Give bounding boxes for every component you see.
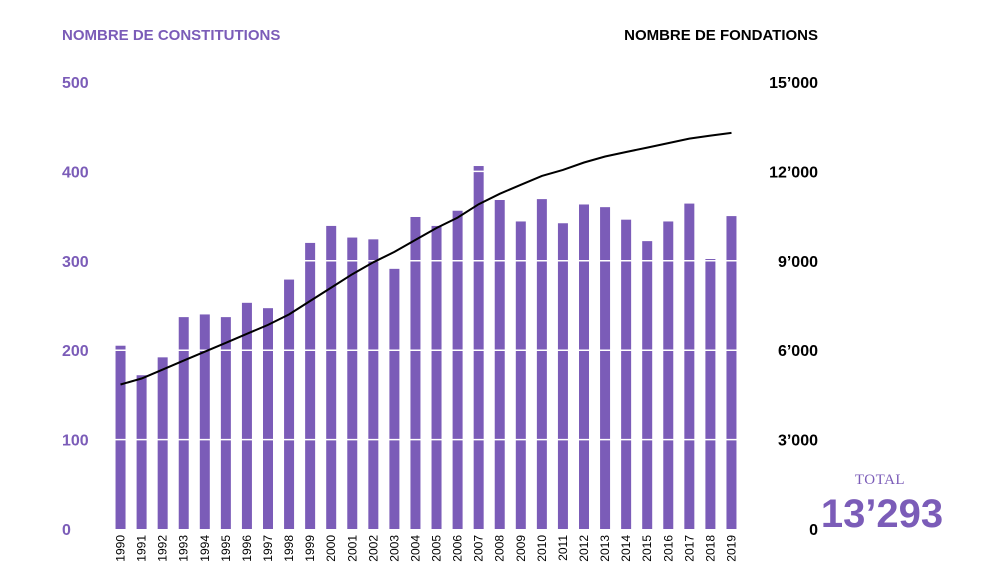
bar-2002 [368, 239, 379, 529]
x-tick-2011: 2011 [556, 535, 570, 561]
total-value: 13’293 [820, 492, 944, 536]
bar-1996 [241, 302, 252, 529]
x-tick-1996: 1996 [240, 535, 254, 562]
x-tick-2007: 2007 [472, 535, 486, 562]
x-tick-2013: 2013 [598, 535, 612, 562]
x-tick-2005: 2005 [430, 535, 444, 562]
bar-2010 [536, 199, 547, 529]
bar-1991 [136, 375, 147, 529]
right-tick-3’000: 3’000 [778, 433, 818, 450]
fondations-line [120, 131, 732, 386]
bar-2019 [726, 216, 737, 529]
x-tick-2003: 2003 [387, 535, 401, 562]
bar-2001 [347, 237, 358, 529]
bar-2016 [663, 221, 674, 530]
right-tick-0: 0 [809, 522, 818, 539]
bar-2003 [389, 268, 400, 529]
bar-1992 [157, 357, 168, 529]
x-tick-2001: 2001 [345, 535, 359, 562]
left-tick-300: 300 [62, 254, 89, 271]
x-axis-ticks: 1990 1991 1992 1993 1994 1995 1996 1997 1998 1999… [114, 535, 739, 562]
x-tick-2018: 2018 [703, 535, 717, 562]
bar-2017 [684, 203, 695, 530]
right-tick-9’000: 9’000 [778, 254, 818, 271]
x-tick-2017: 2017 [682, 535, 696, 562]
total-label: TOTAL [854, 472, 906, 488]
bar-2000 [326, 225, 337, 529]
right-tick-6’000: 6’000 [778, 343, 818, 360]
right-tick-12’000: 12’000 [769, 164, 818, 181]
left-tick-400: 400 [62, 164, 89, 181]
x-tick-2004: 2004 [409, 535, 423, 562]
bar-2009 [515, 221, 526, 530]
x-tick-2015: 2015 [640, 535, 654, 562]
x-tick-1991: 1991 [135, 535, 149, 562]
bar-1993 [178, 317, 189, 529]
bar-2008 [494, 200, 505, 529]
x-tick-1994: 1994 [198, 535, 212, 562]
x-tick-2010: 2010 [535, 535, 549, 562]
left-axis-ticks: 0 100 200 300 400 500 [62, 75, 89, 539]
left-tick-500: 500 [62, 75, 89, 92]
right-axis-title: NOMBRE DE FONDATIONS [624, 27, 818, 44]
x-tick-1997: 1997 [261, 535, 275, 562]
x-tick-1992: 1992 [156, 535, 170, 562]
x-tick-1993: 1993 [177, 535, 191, 562]
x-tick-2008: 2008 [493, 535, 507, 562]
bar-1995 [220, 317, 231, 529]
grid-overlay [110, 81, 742, 441]
x-tick-2006: 2006 [451, 535, 465, 562]
bar-2011 [557, 223, 568, 529]
bar-2007 [473, 166, 484, 529]
bar-1999 [305, 242, 316, 530]
left-axis-title: NOMBRE DE CONSTITUTIONS [62, 27, 280, 44]
bar-2018 [705, 259, 716, 529]
x-tick-2009: 2009 [514, 535, 528, 562]
bar-1994 [199, 314, 210, 529]
left-tick-100: 100 [62, 433, 89, 450]
right-tick-15’000: 15’000 [769, 75, 818, 92]
right-axis-ticks: 0 3’000 6’000 9’000 12’000 15’000 [769, 75, 818, 539]
bar-series [115, 166, 737, 530]
x-tick-2014: 2014 [619, 535, 633, 562]
x-tick-2000: 2000 [324, 535, 338, 562]
x-tick-2012: 2012 [577, 535, 591, 562]
x-tick-1995: 1995 [219, 535, 233, 562]
bar-1990 [115, 345, 126, 529]
bar-2013 [600, 207, 611, 529]
bar-2005 [431, 225, 442, 529]
left-tick-200: 200 [62, 343, 89, 360]
bar-2006 [452, 210, 463, 529]
x-tick-2019: 2019 [725, 535, 739, 562]
bar-2012 [579, 204, 589, 529]
x-tick-1990: 1990 [114, 535, 128, 562]
bar-2014 [621, 219, 632, 529]
x-tick-1998: 1998 [282, 535, 296, 562]
left-tick-0: 0 [62, 522, 71, 539]
bar-1997 [263, 308, 273, 529]
bar-2004 [410, 216, 421, 529]
bar-2015 [642, 241, 653, 529]
bar-1998 [284, 279, 295, 529]
x-tick-1999: 1999 [303, 535, 317, 562]
x-tick-2016: 2016 [661, 535, 675, 562]
x-tick-2002: 2002 [366, 535, 380, 562]
